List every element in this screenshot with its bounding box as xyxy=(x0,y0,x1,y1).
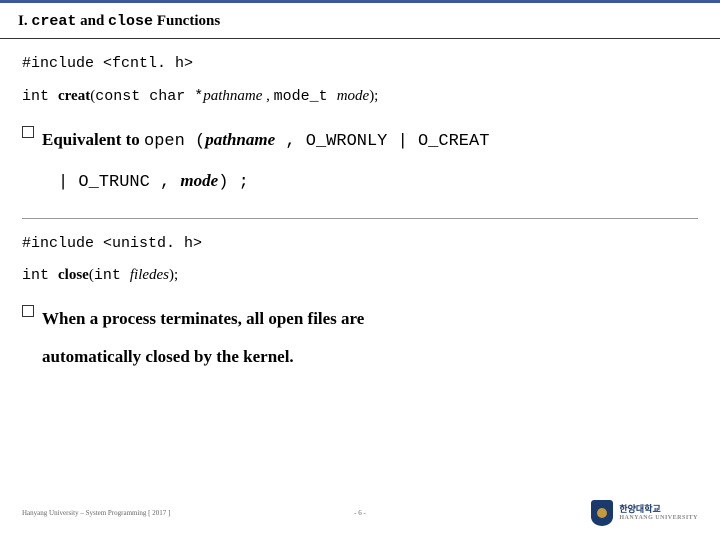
sig-close-paren: ); xyxy=(369,88,378,104)
sig-p1-type: const char * xyxy=(95,88,203,105)
signature-close: int close(int filedes); xyxy=(22,267,698,284)
title-code-close: close xyxy=(108,13,153,30)
uni-name-kr: 한양대학교 xyxy=(619,505,698,515)
b1-l2-c1: | O_TRUNC , xyxy=(58,173,180,192)
university-shield-icon xyxy=(591,500,613,526)
footer-logo-block: 한양대학교 HANYANG UNIVERSITY xyxy=(473,500,698,526)
sig-p2-name: mode xyxy=(337,88,370,104)
sig2-close-paren: ); xyxy=(169,267,178,283)
sig-p1-name: pathname xyxy=(203,88,262,104)
footer-page-number: - 6 - xyxy=(247,509,472,517)
uni-name-en: HANYANG UNIVERSITY xyxy=(619,515,698,522)
title-code-creat: creat xyxy=(31,13,76,30)
university-name: 한양대학교 HANYANG UNIVERSITY xyxy=(619,505,698,521)
divider xyxy=(22,218,698,219)
bullet-square-icon xyxy=(22,305,34,317)
b1-l2-c2: ) ; xyxy=(218,173,249,192)
sig2-func-name: close xyxy=(58,267,89,283)
sig-return-type: int xyxy=(22,88,58,105)
bullet2-text: When a process terminates, all open file… xyxy=(42,300,364,375)
b2-line2: automatically closed by the kernel. xyxy=(42,338,364,375)
sig-p2-type: mode_t xyxy=(274,88,337,105)
title-tail: Functions xyxy=(153,13,220,29)
bullet-square-icon xyxy=(22,126,34,138)
b1-c1: open ( xyxy=(144,132,205,151)
b1-lead: Equivalent to xyxy=(42,130,144,149)
slide-content: #include <fcntl. h> int creat(const char… xyxy=(0,39,720,375)
slide-footer: Hanyang University – System Programming … xyxy=(0,500,720,526)
title-roman: I. xyxy=(18,13,31,29)
b2-line1: When a process terminates, all open file… xyxy=(42,300,364,337)
slide: I. creat and close Functions #include <f… xyxy=(0,0,720,540)
sig2-p1-type: int xyxy=(94,267,130,284)
bullet-equivalent: Equivalent to open (pathname , O_WRONLY … xyxy=(22,121,698,160)
b1-i1: pathname xyxy=(205,130,275,149)
bullet-text-line1: Equivalent to open (pathname , O_WRONLY … xyxy=(42,121,489,160)
include-unistd: #include <unistd. h> xyxy=(22,233,698,256)
signature-creat: int creat(const char *pathname , mode_t … xyxy=(22,88,698,105)
bullet-terminate: When a process terminates, all open file… xyxy=(22,300,698,375)
sig-func-name: creat xyxy=(58,88,90,104)
b1-l2-i1: mode xyxy=(180,171,218,190)
sig-sep: , xyxy=(262,88,273,104)
include-fcntl: #include <fcntl. h> xyxy=(22,53,698,76)
b1-c2: , O_WRONLY | O_CREAT xyxy=(275,132,489,151)
footer-left: Hanyang University – System Programming … xyxy=(22,509,247,517)
slide-title: I. creat and close Functions xyxy=(0,3,720,39)
sig2-return-type: int xyxy=(22,267,58,284)
sig2-p1-name: filedes xyxy=(130,267,169,283)
title-mid: and xyxy=(76,13,108,29)
bullet-text-line2: | O_TRUNC , mode) ; xyxy=(58,164,698,200)
